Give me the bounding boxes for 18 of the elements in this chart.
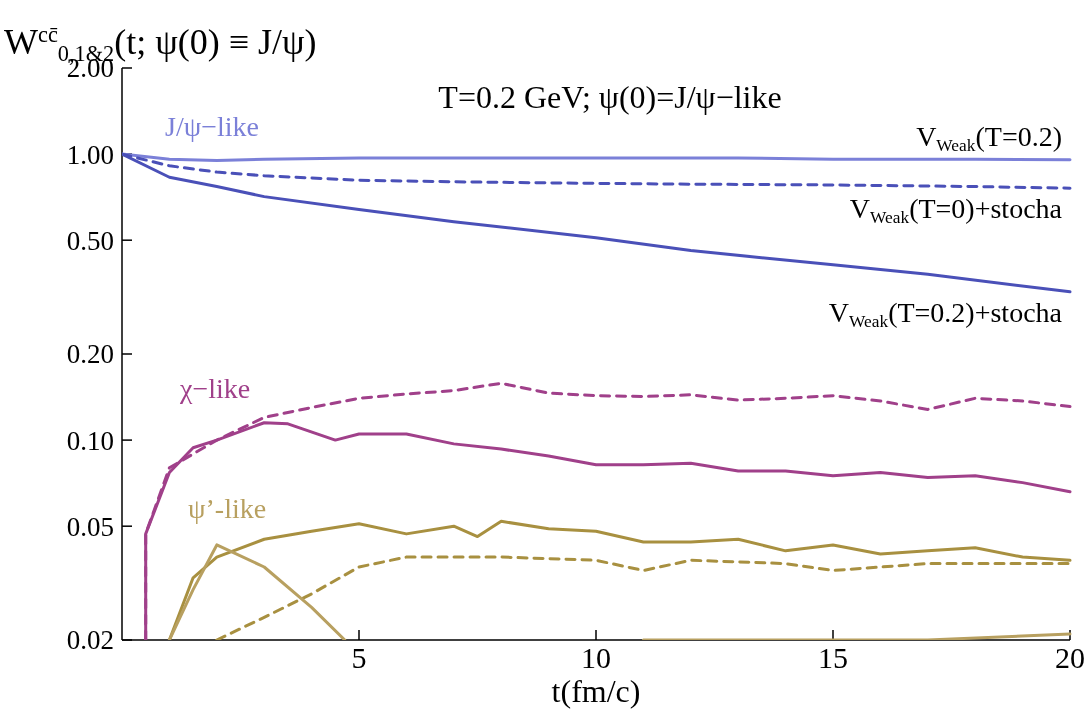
y-tick-label: 1.00 xyxy=(66,139,114,170)
x-tick-label: 10 xyxy=(581,641,611,674)
series-label: V$_{Weak}$(T=0)+stocha xyxy=(849,193,1063,228)
y-tick-label: 0.10 xyxy=(66,425,114,456)
x-tick-label: 20 xyxy=(1055,641,1085,674)
series-label: V$_{Weak}$(T=0.2)+stocha xyxy=(828,296,1063,331)
y-tick-label: 0.05 xyxy=(66,511,114,542)
chart-title: T=0.2 GeV; ψ(0)=J/ψ−like xyxy=(438,79,782,115)
annotation: χ−like xyxy=(179,373,251,404)
annotation: J/ψ−like xyxy=(165,111,259,142)
y-tick-label: 0.20 xyxy=(66,339,114,370)
y-tick-label: 0.50 xyxy=(66,225,114,256)
x-tick-label: 15 xyxy=(818,641,848,674)
annotation: ψ’-like xyxy=(188,493,267,524)
series-label: V$_{Weak}$(T=0.2) xyxy=(916,120,1062,155)
x-axis-title: t(fm/c) xyxy=(551,673,641,709)
y-tick-label: 0.02 xyxy=(66,625,114,656)
x-tick-label: 5 xyxy=(351,641,367,674)
